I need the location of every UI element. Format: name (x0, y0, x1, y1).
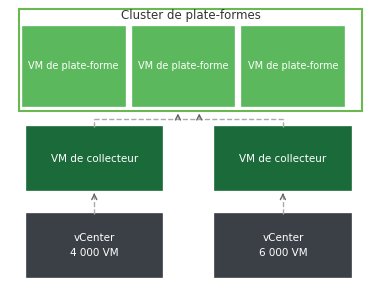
Text: vCenter
4 000 VM: vCenter 4 000 VM (70, 233, 118, 258)
Text: VM de collecteur: VM de collecteur (51, 154, 138, 163)
FancyBboxPatch shape (133, 27, 234, 106)
FancyBboxPatch shape (215, 127, 351, 190)
Text: VM de plate-forme: VM de plate-forme (138, 61, 229, 71)
Text: Cluster de plate-formes: Cluster de plate-formes (120, 9, 261, 22)
FancyBboxPatch shape (215, 214, 351, 277)
FancyBboxPatch shape (242, 27, 344, 106)
FancyBboxPatch shape (27, 127, 162, 190)
FancyBboxPatch shape (23, 27, 125, 106)
Text: VM de collecteur: VM de collecteur (239, 154, 327, 163)
Text: vCenter
6 000 VM: vCenter 6 000 VM (259, 233, 307, 258)
Text: VM de plate-forme: VM de plate-forme (29, 61, 119, 71)
FancyBboxPatch shape (19, 9, 362, 111)
Text: VM de plate-forme: VM de plate-forme (248, 61, 338, 71)
FancyBboxPatch shape (27, 214, 162, 277)
